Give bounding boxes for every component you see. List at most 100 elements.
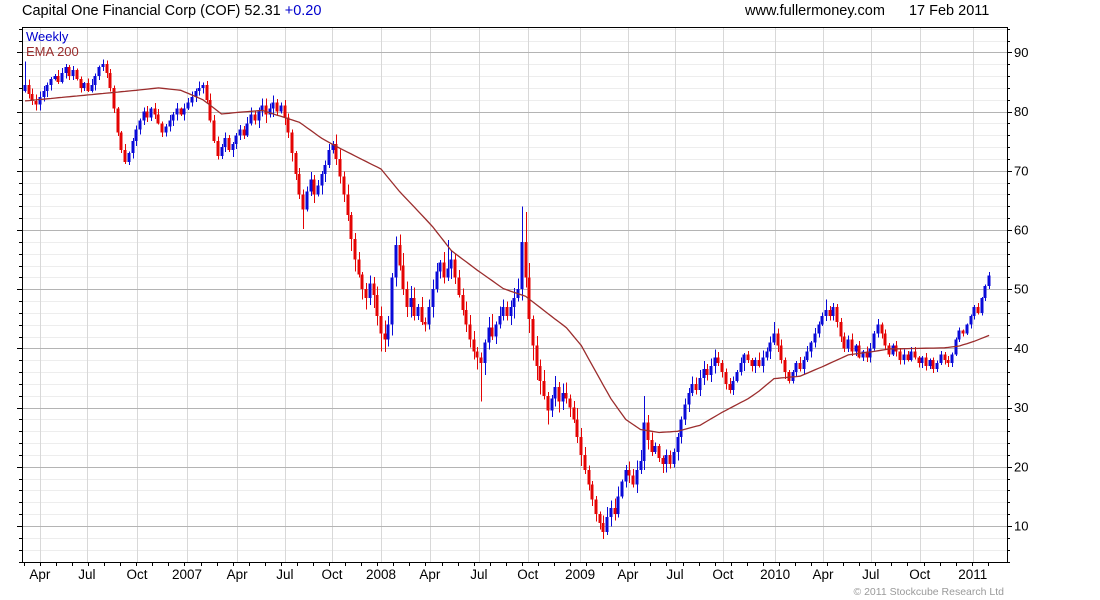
candle-up	[950, 354, 954, 364]
candle-down	[631, 475, 635, 485]
candle-up	[260, 105, 264, 112]
candle-up	[38, 96, 42, 105]
x-axis-label: Apr	[812, 567, 834, 582]
candle-up	[679, 419, 683, 438]
candle-up	[928, 360, 932, 367]
candle-up	[794, 363, 798, 373]
candle-up	[683, 404, 687, 420]
candle-down	[312, 179, 316, 195]
candle-down	[156, 114, 160, 124]
y-axis-label: 70	[1014, 163, 1028, 178]
candle-up	[642, 422, 646, 461]
candle-down	[787, 372, 791, 381]
candle-down	[943, 354, 947, 361]
x-axis-label: Oct	[322, 567, 343, 582]
date-text: 17 Feb 2011	[908, 3, 990, 19]
candle-up	[438, 262, 442, 272]
candle-up	[920, 357, 924, 364]
candle-up	[127, 153, 131, 162]
candle-up	[553, 386, 557, 399]
candle-down	[798, 363, 802, 370]
candle-down	[546, 395, 550, 411]
candle-up	[268, 108, 272, 115]
candle-down	[283, 105, 287, 118]
candle-up	[53, 76, 57, 80]
x-axis-label: Apr	[419, 567, 441, 582]
copyright-text: © 2011 Stockcube Research Ltd	[853, 586, 1004, 598]
candle-down	[212, 120, 216, 142]
candle-down	[353, 238, 357, 260]
candle-up	[605, 517, 609, 532]
price-change: +0.20	[284, 3, 322, 19]
candle-down	[839, 321, 843, 337]
candle-up	[713, 357, 717, 367]
candle-down	[694, 383, 698, 390]
candle-up	[739, 363, 743, 373]
x-axis-labels: Apr Jul Oct 2007 Apr Jul Oct 2008 Apr Jul Oct 2009 A…	[29, 567, 987, 582]
candle-down	[453, 259, 457, 278]
candle-down	[275, 102, 279, 112]
candle-up	[427, 306, 431, 325]
candle-up	[761, 357, 765, 367]
candle-up	[639, 460, 643, 470]
candle-down	[457, 277, 461, 296]
candle-up	[279, 105, 283, 112]
candle-up	[245, 123, 249, 136]
x-axis-label: Oct	[126, 567, 147, 582]
candle-up	[368, 283, 372, 299]
candle-down	[583, 454, 587, 470]
candle-down	[587, 469, 591, 485]
candle-down	[464, 309, 468, 325]
candle-up	[234, 135, 238, 145]
candle-down	[850, 339, 854, 352]
candle-down	[865, 351, 869, 358]
candle-up	[249, 114, 253, 124]
candle-up	[238, 129, 242, 136]
candle-down	[572, 407, 576, 420]
y-axis-labels: 90 80 70 60 50 40 30 20 10	[1014, 45, 1028, 534]
vertical-gridlines	[40, 27, 974, 562]
candle-up	[42, 90, 46, 97]
candle-down	[601, 523, 605, 532]
candle-up	[394, 244, 398, 278]
x-axis-label: Apr	[227, 567, 249, 582]
candle-down	[27, 84, 31, 94]
candle-up	[939, 354, 943, 364]
candle-up	[824, 309, 828, 316]
candle-down	[835, 306, 839, 322]
y-axis-label: 50	[1014, 282, 1028, 297]
candle-up	[509, 306, 513, 316]
candle-up	[487, 327, 491, 343]
candle-down	[579, 437, 583, 455]
candle-down	[575, 419, 579, 438]
legend-ema: EMA 200	[26, 44, 79, 59]
candle-up	[409, 298, 413, 307]
candle-up	[813, 333, 817, 343]
candle-down	[857, 345, 861, 358]
candle-down	[112, 87, 116, 109]
candle-down	[242, 129, 246, 136]
chart-title: Capital One Financial Corp (COF) 52.31	[22, 3, 281, 19]
candle-down	[286, 117, 290, 133]
candle-up	[501, 306, 505, 316]
header: Capital One Financial Corp (COF) 52.31 +…	[22, 3, 321, 19]
candle-down	[720, 363, 724, 373]
candle-down	[153, 108, 157, 115]
candle-up	[802, 360, 806, 370]
header-right: www.fullermoney.com 17 Feb 2011	[745, 3, 989, 19]
candle-up	[483, 342, 487, 364]
candle-down	[880, 324, 884, 334]
candle-up	[624, 469, 628, 482]
candle-down	[472, 339, 476, 352]
candle-down	[360, 274, 364, 290]
x-axis-label: Jul	[666, 567, 683, 582]
candle-down	[301, 194, 305, 210]
candle-up	[805, 351, 809, 361]
candle-down	[79, 79, 83, 88]
candle-down	[86, 83, 90, 91]
candle-up	[131, 141, 135, 154]
candle-down	[179, 108, 183, 115]
candle-up	[23, 84, 27, 91]
candle-down	[661, 457, 665, 464]
candle-up	[327, 150, 331, 165]
